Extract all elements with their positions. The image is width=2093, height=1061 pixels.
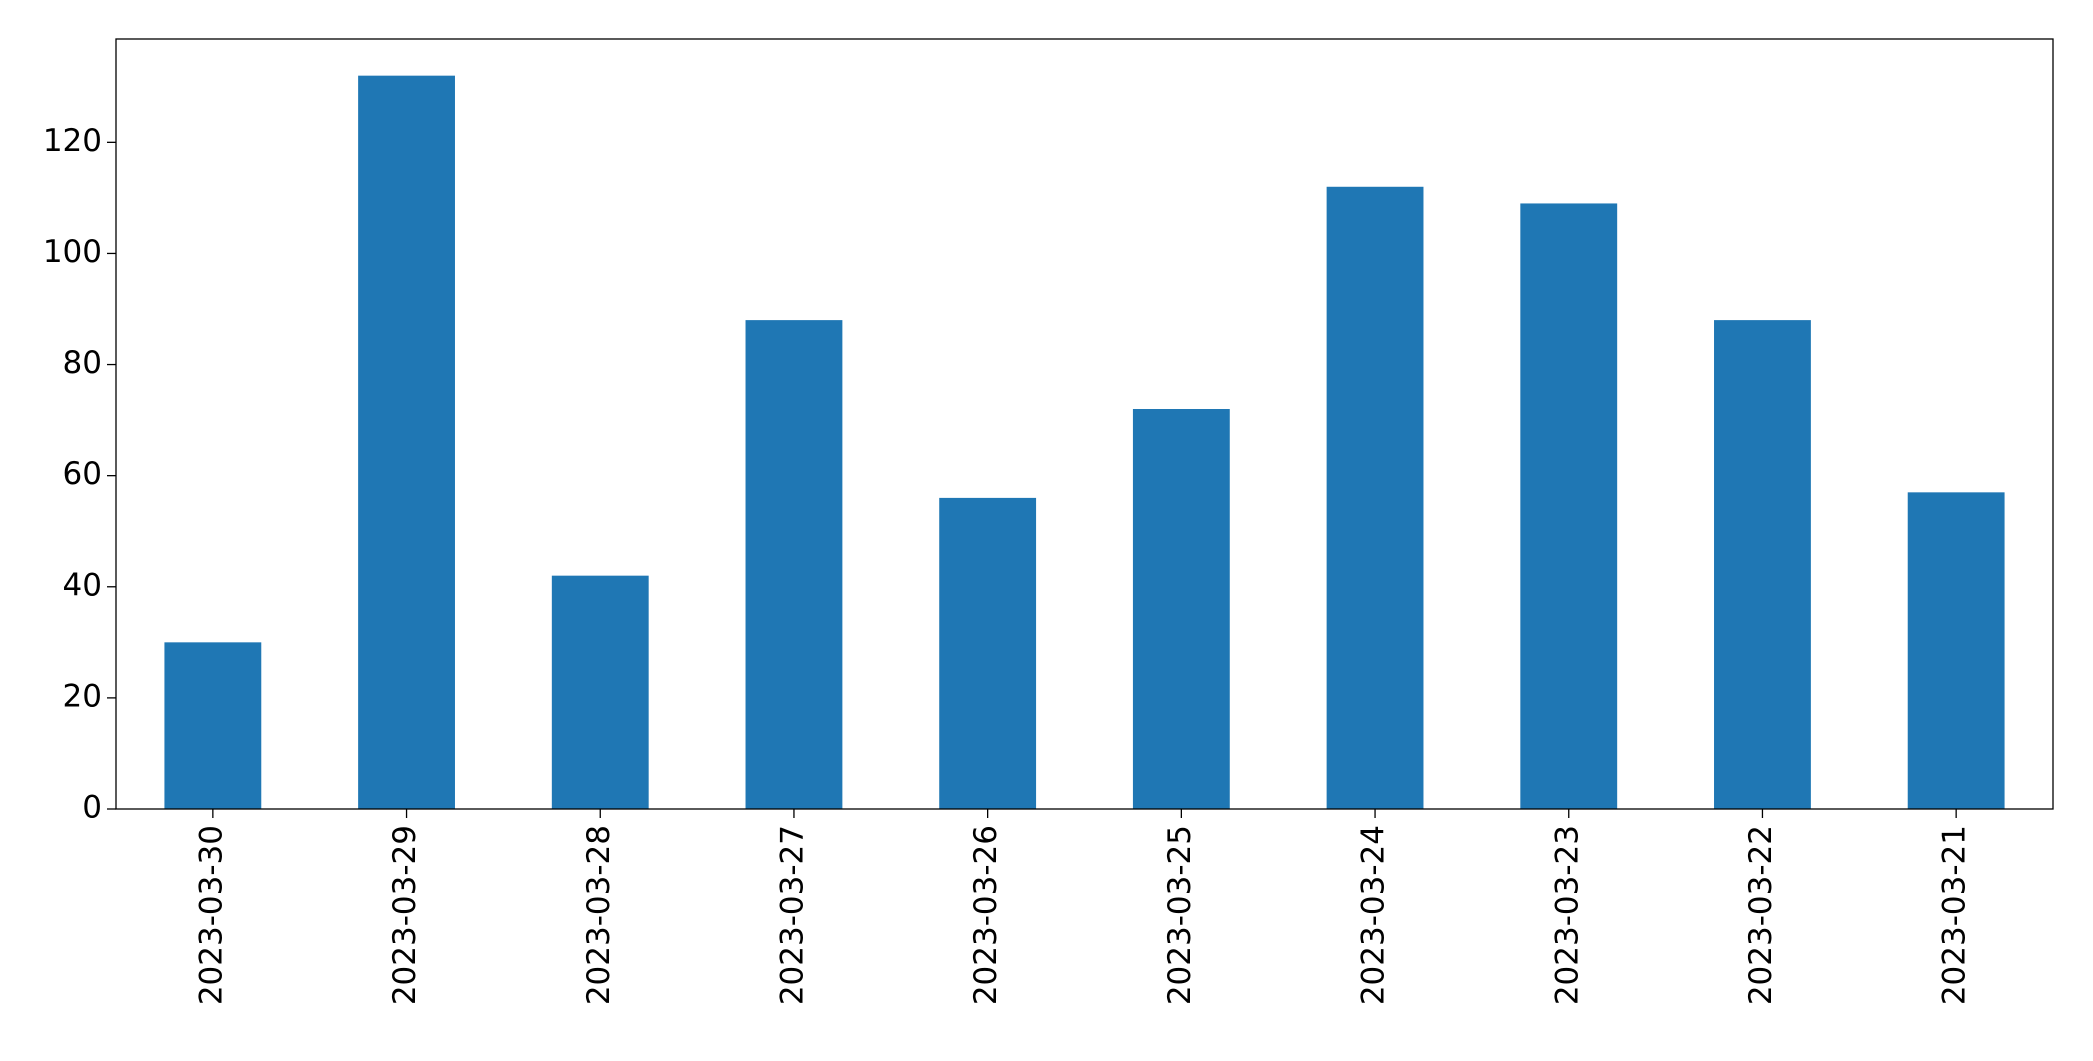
x-tick-label: 2023-03-25	[1162, 825, 1198, 1005]
y-tick-label: 40	[63, 567, 102, 603]
bar	[939, 497, 1037, 809]
x-tick-label: 2023-03-30	[193, 825, 229, 1005]
x-tick-label: 2023-03-27	[774, 825, 810, 1005]
y-tick-label: 20	[63, 678, 102, 714]
x-tick-label: 2023-03-24	[1356, 825, 1392, 1005]
bar	[1907, 492, 2005, 809]
bar	[1714, 320, 1811, 809]
y-tick-label: 60	[63, 456, 102, 492]
x-tick-label: 2023-03-26	[968, 825, 1004, 1005]
bar	[164, 642, 262, 809]
bar	[1326, 186, 1424, 809]
y-tick-label: 80	[63, 345, 102, 381]
y-tick-label: 100	[43, 234, 102, 270]
x-tick-label: 2023-03-29	[387, 825, 423, 1005]
x-tick-label: 2023-03-22	[1743, 825, 1779, 1005]
x-tick-label: 2023-03-23	[1549, 825, 1585, 1005]
x-tick-label: 2023-03-28	[581, 825, 617, 1005]
y-tick-label: 0	[82, 790, 102, 826]
bar	[745, 320, 843, 809]
bar	[358, 75, 455, 809]
x-tick-label: 2023-03-21	[1937, 825, 1973, 1005]
bar	[1520, 203, 1618, 809]
plot-frame	[115, 38, 2054, 810]
bar	[551, 575, 649, 809]
bar	[1132, 409, 1230, 809]
y-tick-label: 120	[43, 123, 102, 159]
